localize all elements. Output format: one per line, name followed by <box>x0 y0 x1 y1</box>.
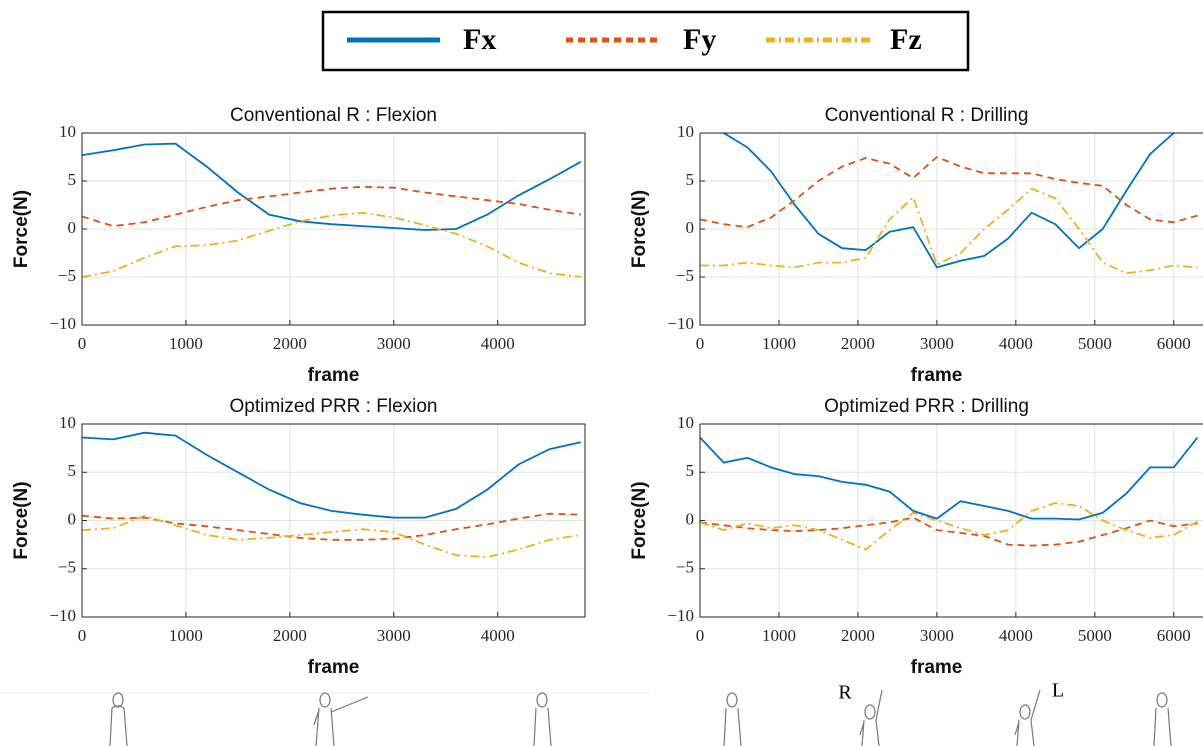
y-axis-label: Force(N) <box>11 190 32 268</box>
y-tick-label: 5 <box>686 461 695 480</box>
x-axis-label: frame <box>308 657 360 678</box>
series-line <box>82 211 581 278</box>
y-tick-label: 5 <box>686 170 695 189</box>
axes-frame <box>81 132 586 326</box>
y-tick-label: −5 <box>676 266 694 285</box>
series-line <box>82 185 581 228</box>
x-tick-label: 2000 <box>841 334 875 353</box>
y-tick-label: −10 <box>49 606 76 625</box>
y-tick-label: 5 <box>68 461 77 480</box>
y-tick-label: 0 <box>68 509 77 528</box>
series-line <box>82 514 581 559</box>
figure-label: L <box>1052 680 1064 702</box>
legend-label: Fx <box>463 23 496 56</box>
x-tick-label: 1000 <box>762 626 796 645</box>
x-tick-label: 3000 <box>377 334 411 353</box>
y-tick-label: 10 <box>677 122 694 141</box>
y-axis-label: Force(N) <box>629 481 650 559</box>
x-tick-label: 1000 <box>762 334 796 353</box>
legend-label: Fy <box>683 23 716 56</box>
person-icon <box>859 689 883 746</box>
figures <box>109 689 1172 746</box>
series-line <box>700 436 1199 521</box>
person-icon <box>533 692 552 746</box>
axes-frame <box>699 423 1203 618</box>
x-tick-label: 1000 <box>169 626 203 645</box>
series-line <box>700 516 1198 547</box>
x-tick-label: 6000 <box>1157 626 1191 645</box>
axes-frame <box>81 423 586 618</box>
y-tick-label: −10 <box>667 606 694 625</box>
figure-label: R <box>838 682 852 704</box>
y-axis-label: Force(N) <box>629 190 650 268</box>
x-tick-label: 3000 <box>920 626 954 645</box>
y-tick-label: −5 <box>58 558 76 577</box>
legend-label: Fz <box>890 23 922 56</box>
series-line <box>700 155 1198 229</box>
x-tick-label: 5000 <box>1078 334 1112 353</box>
series-line <box>720 133 1177 269</box>
x-tick-label: 0 <box>78 334 87 353</box>
y-tick-label: −5 <box>58 266 76 285</box>
axes-frame <box>699 132 1203 326</box>
x-axis-label: frame <box>911 365 963 386</box>
x-axis-label: frame <box>911 657 963 678</box>
series-line <box>82 431 581 519</box>
x-axis-label: frame <box>308 365 360 386</box>
x-tick-label: 4000 <box>999 626 1033 645</box>
person-icon <box>1153 692 1172 746</box>
y-axis-label: Force(N) <box>11 481 32 559</box>
subplot: −10 −5 0 5 10 0 1000 2000 3000 4000 5000 6000 Optimi… <box>629 396 1203 678</box>
y-tick-label: 10 <box>677 413 694 432</box>
y-tick-label: 0 <box>68 218 77 237</box>
y-tick-label: 10 <box>59 122 76 141</box>
person-icon <box>1014 689 1041 746</box>
y-tick-label: −10 <box>49 314 76 333</box>
x-tick-label: 0 <box>696 334 705 353</box>
x-tick-label: 1000 <box>169 334 203 353</box>
chart-title: Optimized PRR : Drilling <box>824 396 1029 417</box>
x-tick-label: 4000 <box>481 626 515 645</box>
person-icon <box>109 692 128 746</box>
chart-title: Conventional R : Flexion <box>230 105 437 126</box>
series-line <box>700 502 1198 551</box>
y-tick-label: −10 <box>667 314 694 333</box>
series-line <box>82 142 582 231</box>
series-line <box>700 187 1198 275</box>
x-tick-label: 6000 <box>1157 334 1191 353</box>
chart-title: Optimized PRR : Flexion <box>229 396 437 417</box>
x-tick-label: 0 <box>696 626 705 645</box>
chart-title: Conventional R : Drilling <box>825 105 1029 126</box>
person-icon <box>723 692 742 746</box>
x-tick-label: 4000 <box>999 334 1033 353</box>
x-tick-label: 3000 <box>920 334 954 353</box>
subplot: −10 −5 0 5 10 0 1000 2000 3000 4000 Optimized PRR … <box>11 396 586 678</box>
person-icon <box>313 692 369 746</box>
x-tick-label: 4000 <box>481 334 515 353</box>
x-tick-label: 0 <box>78 626 87 645</box>
y-tick-label: 5 <box>68 170 77 189</box>
y-tick-label: −5 <box>676 558 694 577</box>
x-tick-label: 5000 <box>1078 626 1112 645</box>
x-tick-label: 2000 <box>273 626 307 645</box>
subplot: −10 −5 0 5 10 0 1000 2000 3000 4000 Conventional R… <box>11 105 586 386</box>
x-tick-label: 2000 <box>841 626 875 645</box>
x-tick-label: 2000 <box>273 334 307 353</box>
y-tick-label: 0 <box>686 218 695 237</box>
subplot: −10 −5 0 5 10 0 1000 2000 3000 4000 5000 6000 Conven… <box>629 105 1203 386</box>
x-tick-label: 3000 <box>377 626 411 645</box>
y-tick-label: 0 <box>686 509 695 528</box>
y-tick-label: 10 <box>59 413 76 432</box>
